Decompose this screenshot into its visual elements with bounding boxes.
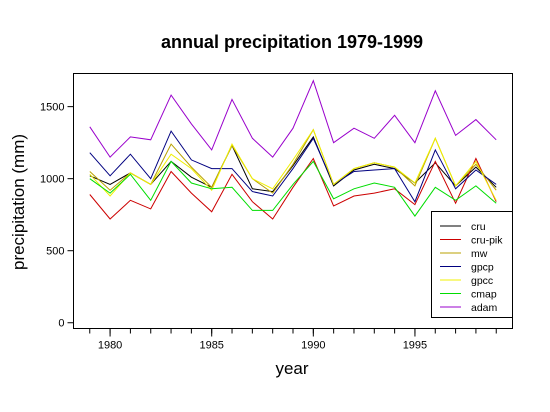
x-axis-label: year xyxy=(275,359,308,378)
series-line-adam xyxy=(89,79,497,158)
legend-label-cru: cru xyxy=(471,221,486,233)
chart-title: annual precipitation 1979-1999 xyxy=(161,32,423,52)
series-line-cru xyxy=(89,135,497,193)
x-tick-label: 1980 xyxy=(98,340,122,352)
y-axis-label: precipitation (mm) xyxy=(9,134,28,270)
series-line-cmap xyxy=(89,160,497,217)
y-tick-label: 500 xyxy=(46,246,64,258)
series-line-gpcc xyxy=(89,128,497,201)
legend-label-cmap: cmap xyxy=(471,289,497,301)
legend-label-mw: mw xyxy=(471,248,488,260)
legend-label-gpcp: gpcp xyxy=(471,262,494,274)
x-tick-label: 1995 xyxy=(403,340,427,352)
y-axis: 0 500 1000 1500 xyxy=(40,102,74,330)
legend-label-adam: adam xyxy=(471,302,498,314)
series-line-cru-pik xyxy=(89,157,497,220)
x-tick-label: 1985 xyxy=(199,340,223,352)
y-tick-label: 1500 xyxy=(40,102,64,114)
series-layer xyxy=(89,79,497,220)
x-axis: 1980 1985 1990 1995 xyxy=(89,328,497,352)
y-tick-label: 0 xyxy=(58,318,64,330)
legend-label-gpcc: gpcc xyxy=(471,275,493,287)
series-line-gpcp xyxy=(89,130,497,203)
y-tick-label: 1000 xyxy=(40,174,64,186)
x-tick-label: 1990 xyxy=(301,340,325,352)
legend-label-cru-pik: cru-pik xyxy=(471,235,503,247)
legend-box xyxy=(431,211,513,318)
